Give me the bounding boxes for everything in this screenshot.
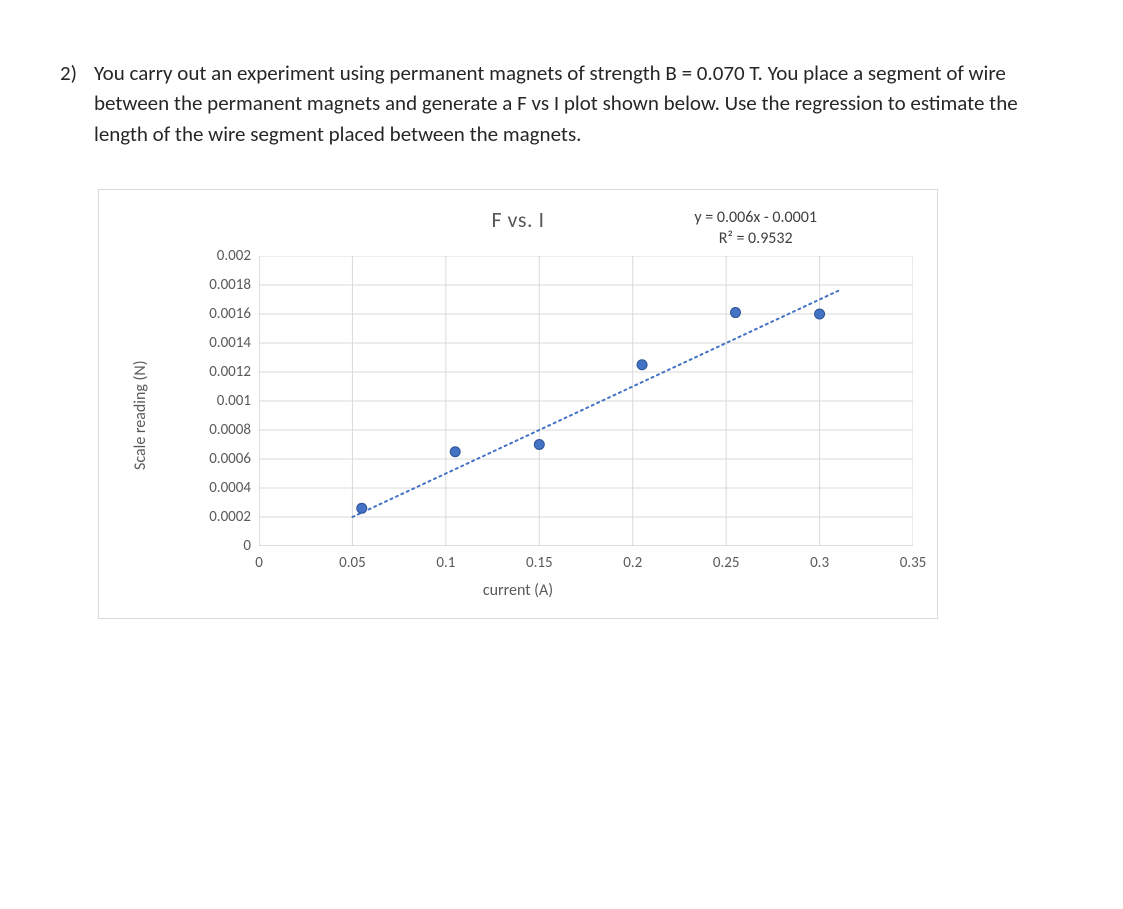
y-tick-label: 0.0018: [209, 276, 251, 294]
data-point: [357, 504, 367, 514]
page: 2) You carry out an experiment using per…: [0, 0, 1123, 909]
trendline: [352, 291, 838, 517]
scatter-plot-svg: [259, 256, 913, 546]
y-tick-label: 0.0004: [209, 479, 251, 497]
y-tick-label: 0.0012: [209, 363, 251, 381]
y-tick-label: 0.0008: [209, 421, 251, 439]
y-tick-label: 0.001: [217, 392, 251, 410]
y-tick-label: 0.0002: [209, 508, 251, 526]
question-number: 2): [60, 58, 94, 88]
x-tick-label: 0.25: [713, 554, 740, 572]
data-point: [637, 360, 647, 370]
x-axis-label: current (A): [99, 581, 937, 600]
data-point: [730, 308, 740, 318]
x-tick-label: 0.1: [436, 554, 455, 572]
regression-equation: y = 0.006x - 0.0001: [694, 208, 817, 229]
x-tick-label: 0.3: [810, 554, 829, 572]
x-tick-label: 0: [255, 554, 263, 572]
y-axis-label: Scale reading (N): [131, 361, 150, 471]
x-tick-label: 0.15: [526, 554, 553, 572]
x-tick-label: 0.2: [623, 554, 642, 572]
y-tick-label: 0: [243, 537, 251, 555]
regression-r-squared: R² = 0.9532: [694, 229, 817, 250]
data-point: [450, 447, 460, 457]
plot-area: [259, 256, 913, 546]
y-tick-label: 0.002: [217, 247, 251, 265]
chart-card: F vs. I y = 0.006x - 0.0001 R² = 0.9532 …: [98, 189, 938, 619]
y-tick-label: 0.0014: [209, 334, 251, 352]
y-tick-label: 0.0006: [209, 450, 251, 468]
x-tick-label: 0.35: [900, 554, 927, 572]
question-block: 2) You carry out an experiment using per…: [60, 58, 1063, 149]
regression-equations: y = 0.006x - 0.0001 R² = 0.9532: [694, 208, 817, 250]
question-text: You carry out an experiment using perman…: [94, 58, 1063, 149]
data-point: [534, 440, 544, 450]
y-tick-label: 0.0016: [209, 305, 251, 323]
data-point: [815, 309, 825, 319]
x-tick-label: 0.05: [339, 554, 366, 572]
